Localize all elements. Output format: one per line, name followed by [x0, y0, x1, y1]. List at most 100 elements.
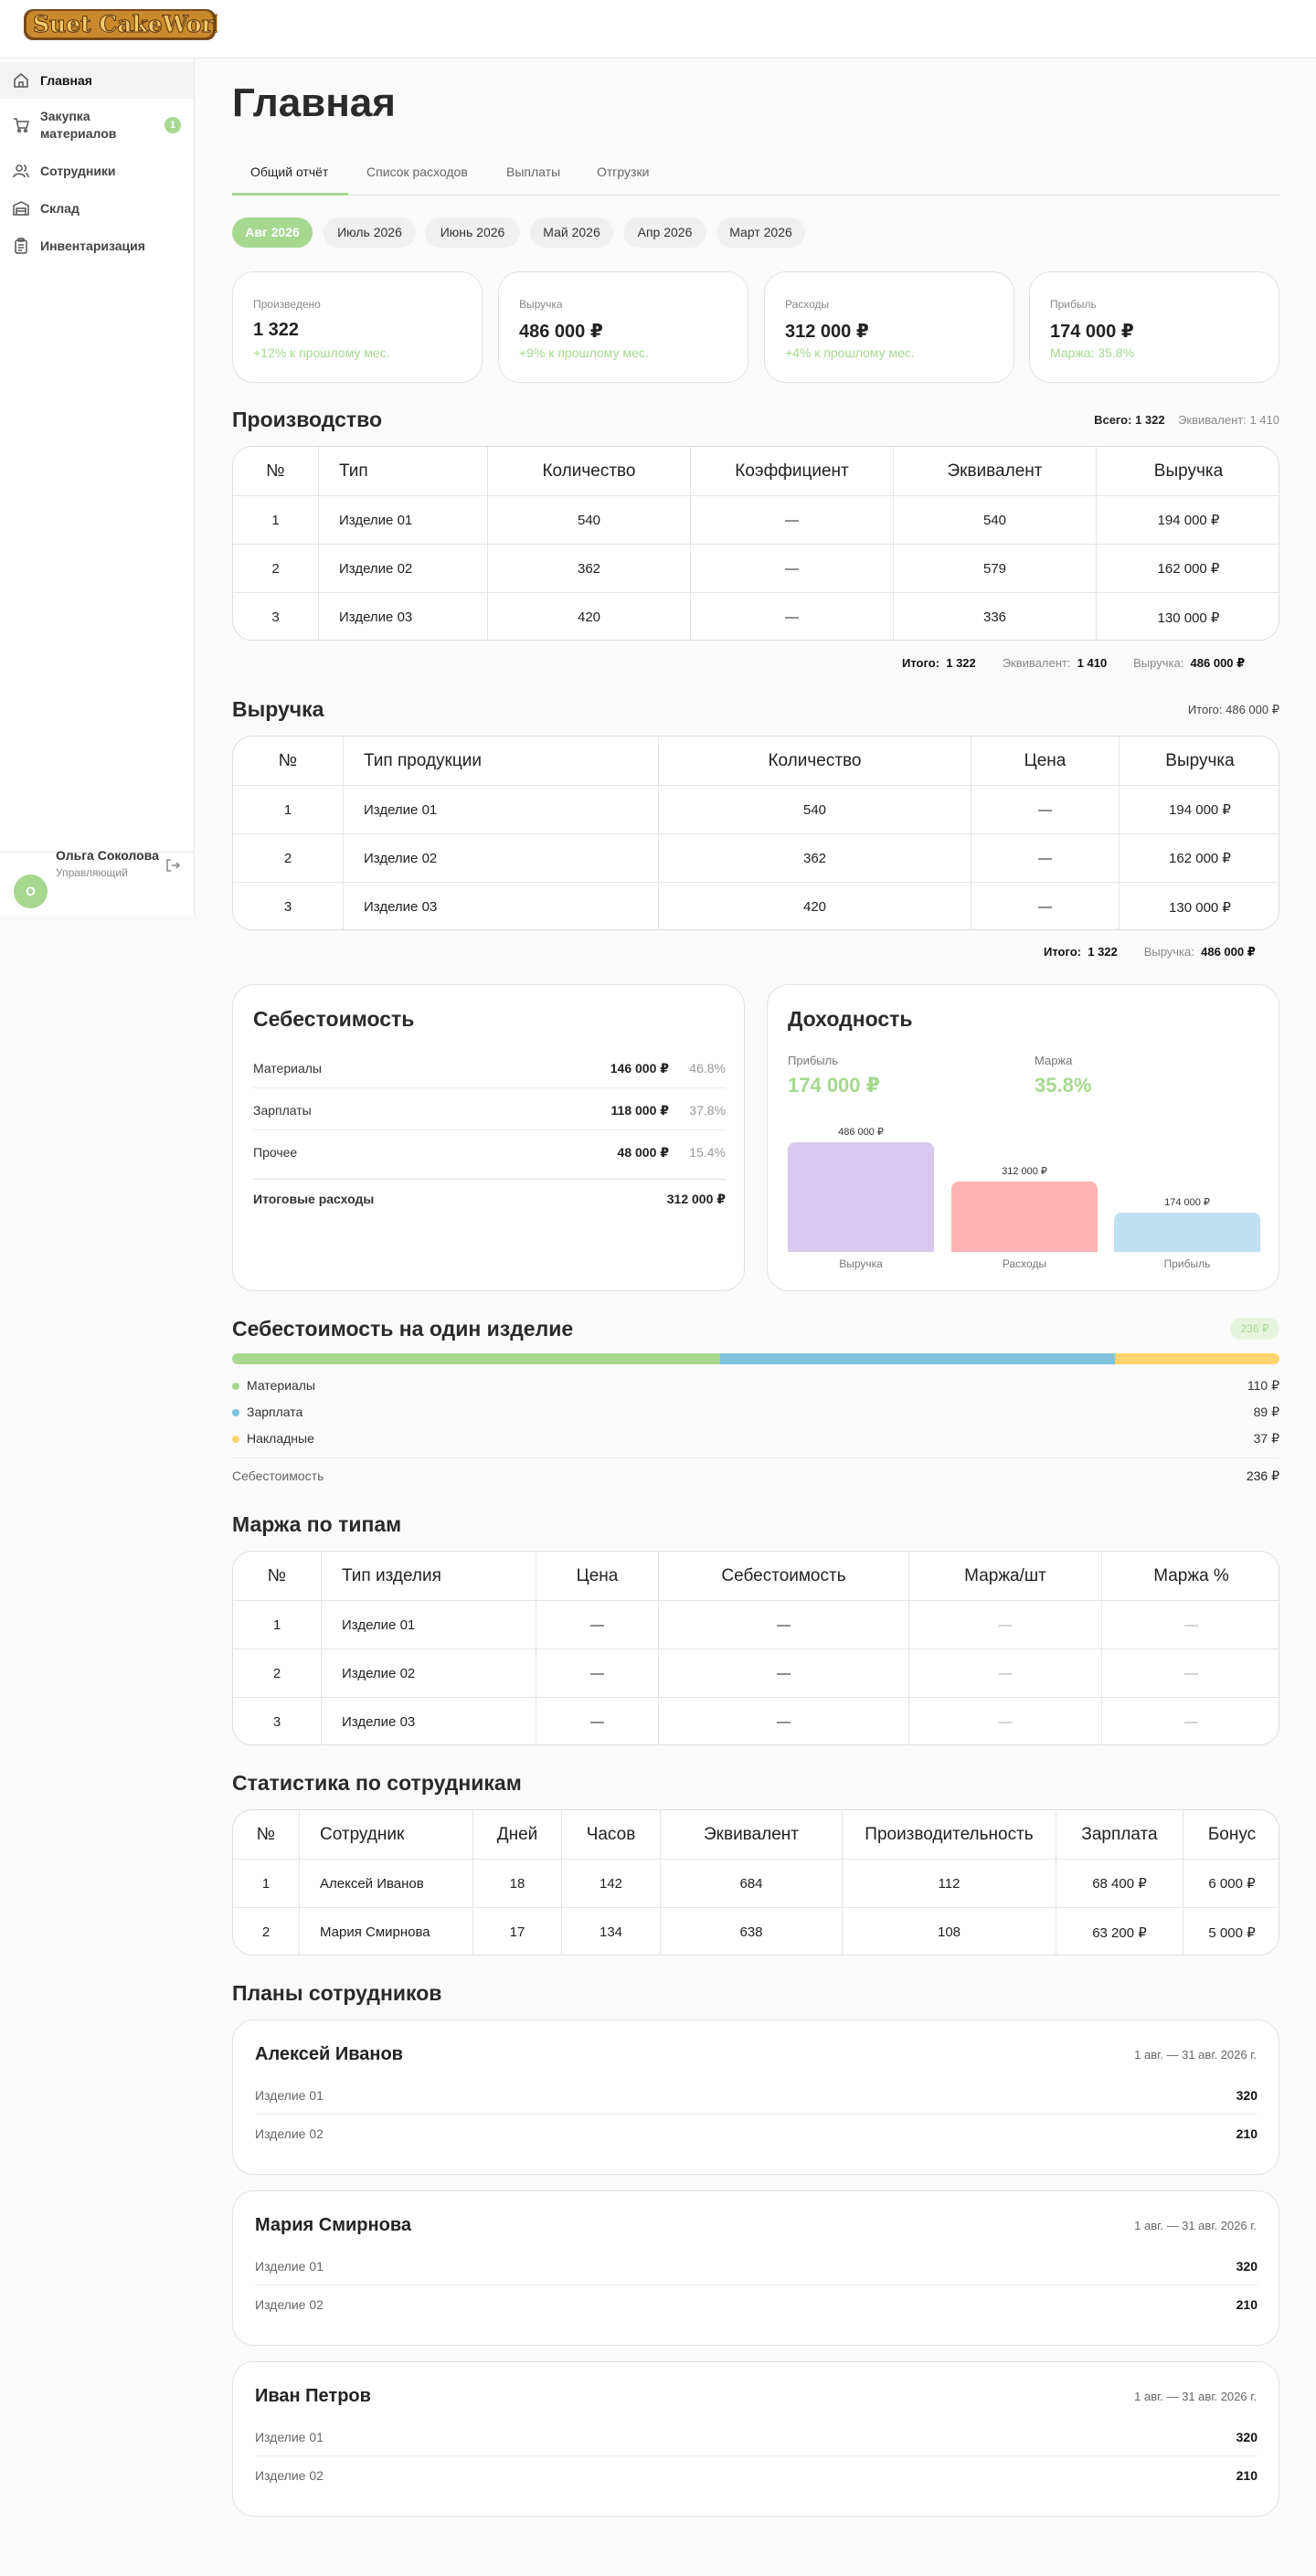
suet-cakework-logo[interactable]: Suet CakeWork [22, 4, 218, 44]
summary-total-label: Всего: [1094, 413, 1132, 427]
col-header-margin-percent: Маржа % [1101, 1552, 1279, 1600]
tab-overview[interactable]: Общий отчёт [250, 164, 329, 179]
divider [255, 2284, 1258, 2285]
cost-label: Материалы [253, 1061, 322, 1076]
divider [255, 2114, 1258, 2115]
stat-delta: +9% к прошлому мес. [519, 345, 649, 360]
cost-row-materials: Материалы 146 000 ₽ 46.8% [253, 1061, 726, 1076]
legend-label: Накладные [247, 1431, 314, 1446]
plan-item-label: Изделие 01 [255, 2259, 324, 2274]
cost-percent: 46.8% [689, 1061, 726, 1076]
col-header-cost: Себестоимость [658, 1552, 908, 1600]
cost-total-label: Итоговые расходы [253, 1192, 375, 1206]
cell-revenue: 194 000 ₽ [1096, 496, 1279, 544]
col-header-item-type: Тип изделия [321, 1552, 536, 1600]
cell-price: — [971, 786, 1119, 833]
cell-days: 18 [472, 1860, 561, 1907]
month-chip-jun-2026[interactable]: Июнь 2026 [425, 217, 520, 248]
sidebar-item-home[interactable]: Главная [0, 62, 194, 99]
sidebar-item-warehouse[interactable]: Склад [0, 190, 194, 227]
profitability-card: Доходность Прибыль 174 000 ₽ Маржа 35.8%… [767, 984, 1279, 1291]
plan-item-label: Изделие 01 [255, 2088, 324, 2103]
cell-quantity: 540 [487, 496, 690, 544]
chart-data-label: 312 000 ₽ [1002, 1166, 1047, 1177]
divider [253, 1179, 726, 1180]
notification-badge: 1 [164, 117, 181, 133]
table-row: 2 Изделие 02 362 — 579 162 000 ₽ [233, 544, 1279, 592]
production-title: Производство [232, 408, 383, 431]
sidebar-item-inventory[interactable]: Инвентаризация [0, 228, 194, 264]
plan-period: 1 авг. — 31 авг. 2026 г. [1134, 2219, 1257, 2232]
col-header-margin-per-unit: Маржа/шт [908, 1552, 1101, 1600]
cell-salary: 68 400 ₽ [1056, 1860, 1183, 1907]
cell-price: — [536, 1649, 658, 1697]
cell-revenue: 162 000 ₽ [1096, 545, 1279, 592]
cost-total-row: Итоговые расходы 312 000 ₽ [253, 1192, 726, 1206]
active-tab-indicator [232, 193, 348, 196]
revenue-table: № Тип продукции Количество Цена Выручка … [232, 736, 1279, 930]
month-chip-aug-2026[interactable]: Авг 2026 [232, 217, 313, 248]
month-chip-jul-2026[interactable]: Июль 2026 [324, 217, 416, 248]
cell-employee: Мария Смирнова [299, 1908, 472, 1955]
avatar[interactable]: О [14, 875, 48, 908]
tab-expenses[interactable]: Список расходов [366, 164, 468, 179]
sidebar-item-employees[interactable]: Сотрудники [0, 153, 194, 189]
plan-period: 1 авг. — 31 авг. 2026 г. [1134, 2390, 1257, 2403]
revenue-title: Выручка [232, 697, 324, 721]
cell-quantity: 540 [658, 786, 971, 833]
cell-cost: — [658, 1601, 908, 1648]
logout-icon[interactable] [164, 857, 181, 874]
table-row: 3 Изделие 03 420 — 336 130 000 ₽ [233, 592, 1279, 640]
revenue-label: Выручка: [1143, 945, 1194, 959]
stat-delta: +12% к прошлому мес. [253, 345, 390, 360]
cell-equivalent: 684 [660, 1860, 842, 1907]
warehouse-icon [13, 201, 29, 216]
stacked-bar-segment-2 [720, 1353, 1116, 1364]
col-header-product-type: Тип продукции [343, 737, 658, 785]
month-chip-mar-2026[interactable]: Март 2026 [716, 217, 805, 248]
tab-shipments[interactable]: Отгрузки [597, 164, 650, 179]
col-header-productivity: Производительность [842, 1810, 1056, 1859]
legend-value: 110 ₽ [1247, 1378, 1279, 1393]
legend-label: Материалы [247, 1378, 315, 1393]
cost-title: Себестоимость [253, 1007, 415, 1031]
month-chip-may-2026[interactable]: Май 2026 [530, 217, 613, 248]
chart-bar-1 [788, 1142, 934, 1252]
table-header-row: № Сотрудник Дней Часов Эквивалент Произв… [233, 1810, 1279, 1859]
cell-margin-percent: — [1101, 1601, 1279, 1648]
revenue-label: Выручка: [1133, 656, 1184, 670]
cell-quantity: 362 [658, 834, 971, 882]
plan-item: Изделие 01 320 [255, 2088, 1258, 2103]
cell-number: 2 [283, 850, 292, 866]
unit-cost-stacked-bar [232, 1353, 1279, 1364]
col-header-quantity: Количество [487, 447, 690, 495]
top-bar: Suet CakeWork [0, 0, 1316, 58]
cell-equivalent: 336 [893, 593, 1096, 640]
cell-equivalent: 540 [893, 496, 1096, 544]
cell-product-type: Изделие 02 [343, 834, 658, 882]
table-row: 1 Изделие 01 — — — — [233, 1600, 1279, 1648]
stat-delta: Маржа: 35.8% [1050, 345, 1135, 360]
col-header-bonus: Бонус [1183, 1810, 1279, 1859]
legend-value: 37 ₽ [1253, 1431, 1279, 1446]
col-header-number: № [256, 1824, 276, 1844]
table-row: 3 Изделие 03 420 — 130 000 ₽ [233, 882, 1279, 929]
sidebar-item-purchases[interactable]: Закупка материалов 1 [0, 102, 194, 148]
cell-revenue: 194 000 ₽ [1119, 786, 1279, 833]
unit-cost-total-value: 236 ₽ [1246, 1468, 1279, 1483]
stat-card-produced: Произведено 1 322 +12% к прошлому мес. [232, 271, 483, 383]
tab-payouts[interactable]: Выплаты [506, 164, 561, 179]
cell-quantity: 362 [487, 545, 690, 592]
cell-item-type: Изделие 02 [321, 1649, 536, 1697]
unit-cost-total-label: Себестоимость [232, 1468, 324, 1483]
employees-table: № Сотрудник Дней Часов Эквивалент Произв… [232, 1809, 1279, 1956]
table-row: 2 Изделие 02 — — — — [233, 1648, 1279, 1697]
month-chip-apr-2026[interactable]: Апр 2026 [623, 217, 706, 248]
table-row: 1 Алексей Иванов 18 142 684 112 68 400 ₽… [233, 1859, 1279, 1907]
plan-item-value: 320 [1236, 2259, 1258, 2274]
cell-productivity: 108 [842, 1908, 1056, 1955]
col-header-salary: Зарплата [1056, 1810, 1183, 1859]
cost-percent: 37.8% [689, 1103, 726, 1118]
stat-label: Произведено [253, 298, 321, 311]
cell-coefficient: — [690, 496, 893, 544]
